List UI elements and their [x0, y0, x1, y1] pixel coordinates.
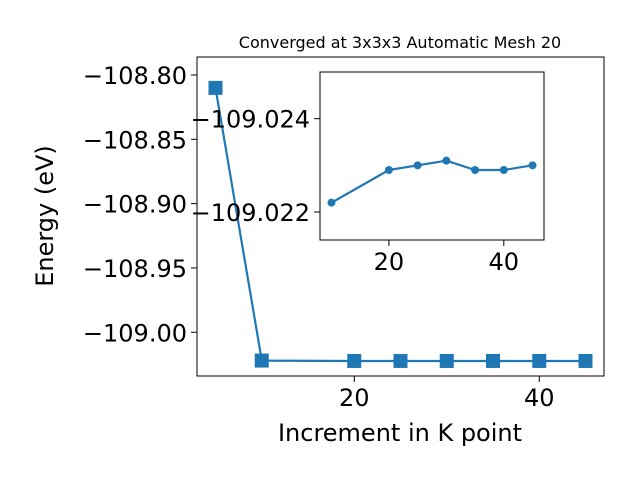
main-y-tick-label: −108.80 — [83, 62, 187, 90]
inset-y-tick-label: −109.024 — [191, 106, 310, 134]
main-data-point — [254, 353, 269, 368]
main-series-line — [214, 87, 586, 363]
main-data-point — [578, 353, 593, 368]
main-y-tick-label: −108.90 — [83, 191, 187, 219]
main-y-ticks: −108.80 −108.85 −108.90 −108.95 −109.00 — [83, 62, 197, 347]
main-y-tick-label: −108.85 — [83, 126, 187, 154]
inset-background — [320, 72, 544, 240]
main-data-point — [347, 353, 362, 368]
main-data-point — [532, 353, 547, 368]
main-axes: −108.80−108.85−108.90−108.95−109.00 20 40 — [83, 56, 605, 412]
inset-series — [327, 156, 537, 207]
main-data-point — [486, 353, 500, 368]
inset-data-point — [528, 161, 537, 170]
inset-data-point — [384, 166, 393, 174]
main-series — [208, 80, 593, 368]
inset-data-point — [442, 156, 451, 165]
inset-plot-frame — [319, 71, 545, 241]
inset-data-point — [471, 166, 480, 174]
x-axis-label: Increment in K point — [278, 419, 522, 447]
y-axis-label: Energy (eV) — [31, 145, 59, 287]
inset-axes: 20 40 −109.024−109.022 — [191, 71, 545, 276]
main-y-tick-label: −108.95 — [83, 255, 187, 283]
main-y-tick-label: −109.00 — [83, 319, 187, 347]
inset-data-point — [499, 166, 508, 174]
main-data-point — [208, 80, 223, 95]
inset-x-ticks: 20 40 — [374, 240, 519, 276]
inset-x-tick-label: 40 — [489, 248, 520, 276]
inset-y-ticks: −109.024 −109.022 — [191, 106, 320, 227]
inset-data-point — [327, 198, 336, 207]
inset-data-point — [413, 161, 422, 170]
inset-y-tick-label: −109.022 — [191, 199, 310, 227]
main-x-tick-label: 20 — [339, 384, 370, 412]
inset-x-tick-label: 20 — [374, 248, 405, 276]
main-x-ticks: 20 40 — [339, 376, 555, 412]
main-x-tick-label: 40 — [524, 384, 555, 412]
main-data-point — [439, 353, 454, 368]
main-data-point — [393, 353, 408, 368]
chart-title: Converged at 3x3x3 Automatic Mesh 20 — [239, 33, 561, 52]
main-plot-frame — [196, 56, 605, 377]
